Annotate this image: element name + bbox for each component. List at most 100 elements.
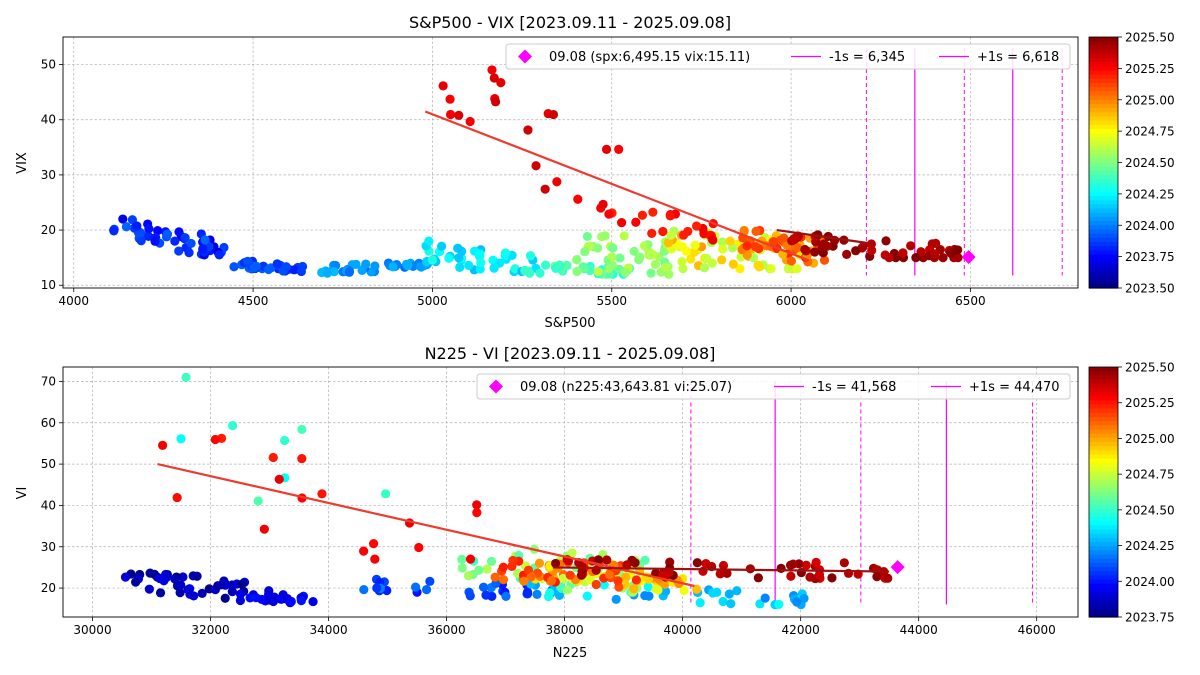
legend-current-marker <box>489 379 503 394</box>
x-axis-label: S&P500 <box>544 316 595 331</box>
colorbar-tick-label: 2024.75 <box>1125 468 1175 482</box>
data-point <box>562 260 572 270</box>
data-point <box>498 575 509 585</box>
colorbar-tick-label: 2025.50 <box>1125 31 1175 45</box>
data-point <box>522 587 533 597</box>
data-point <box>227 587 237 597</box>
data-point <box>724 589 734 599</box>
data-point <box>455 262 465 272</box>
data-point <box>658 226 668 237</box>
data-point <box>296 596 306 606</box>
data-point <box>184 248 194 258</box>
colorbar-segment <box>1089 462 1118 468</box>
colorbar-segment <box>1089 246 1118 251</box>
data-point <box>424 236 434 246</box>
data-point <box>760 593 770 603</box>
colorbar-segment <box>1089 204 1118 210</box>
data-point <box>274 474 284 484</box>
colorbar-segment <box>1089 433 1118 439</box>
colorbar-segment <box>1089 571 1118 576</box>
colorbar-segment <box>1089 141 1118 147</box>
data-point <box>786 256 797 266</box>
colorbar-segment <box>1089 517 1118 522</box>
colorbar-segment <box>1089 53 1118 59</box>
data-point <box>543 591 554 602</box>
colorbar-segment <box>1089 562 1118 568</box>
colorbar-segment <box>1089 112 1118 118</box>
data-point <box>210 434 220 445</box>
data-point <box>214 250 224 260</box>
data-point <box>819 239 829 249</box>
x-tick-label: 36000 <box>427 623 465 637</box>
data-point <box>647 228 657 239</box>
data-point <box>779 233 789 243</box>
data-point <box>591 579 601 590</box>
colorbar-segment <box>1089 587 1118 593</box>
x-tick-label: 38000 <box>546 623 584 637</box>
colorbar-segment <box>1089 408 1118 414</box>
legend-plus-label: +1s = 44,470 <box>969 380 1060 395</box>
data-point <box>735 264 745 274</box>
colorbar-tick-label: 2024.00 <box>1125 219 1175 233</box>
data-point <box>629 246 639 256</box>
data-point <box>732 586 742 596</box>
data-point <box>235 589 246 599</box>
colorbar-segment <box>1089 87 1118 92</box>
data-point <box>457 554 467 564</box>
data-point <box>243 256 253 266</box>
data-point <box>789 234 799 244</box>
legend: 09.08 (spx:6,495.15 vix:15.11) -1s = 6,34… <box>505 43 1071 70</box>
trend-line <box>157 463 695 588</box>
data-point <box>554 590 565 601</box>
data-point <box>766 264 776 274</box>
data-point <box>648 207 658 217</box>
data-point <box>883 573 893 583</box>
data-point <box>520 266 530 276</box>
data-point <box>872 572 882 582</box>
colorbar: 2023.50 2023.75 2024.00 2024.25 2024.50 2024.… <box>1088 31 1175 296</box>
legend-current-label: 09.08 (n225:43,643.81 vi:25.07) <box>520 380 732 395</box>
colorbar-tick-label: 2025.25 <box>1125 62 1175 76</box>
data-point <box>486 556 497 566</box>
colorbar-segment <box>1089 271 1118 277</box>
data-point <box>176 580 186 590</box>
data-point <box>677 242 687 252</box>
data-point <box>768 237 779 247</box>
data-point <box>523 125 533 135</box>
data-point <box>930 249 940 259</box>
data-point <box>621 572 631 582</box>
data-point <box>811 557 821 567</box>
data-point <box>783 264 794 274</box>
colorbar-segment <box>1089 604 1118 610</box>
data-point <box>525 251 536 261</box>
data-point <box>472 500 482 510</box>
data-point <box>372 583 382 593</box>
data-point <box>898 248 908 258</box>
x-tick-label: 44000 <box>900 623 938 637</box>
data-point <box>776 563 786 573</box>
data-point <box>263 264 274 275</box>
colorbar-segment <box>1089 567 1118 572</box>
data-point <box>785 560 796 570</box>
data-point <box>498 562 508 572</box>
colorbar-segment <box>1089 508 1118 514</box>
colorbar-segment <box>1089 404 1118 410</box>
y-tick-label: 20 <box>41 581 56 595</box>
data-point <box>593 243 603 253</box>
chart-panel-spx-vix: S&P500 - VIX [2023.09.11 - 2025.09.08] S… <box>15 13 1175 331</box>
data-point <box>651 584 661 594</box>
data-point <box>695 598 705 608</box>
data-point <box>150 236 160 246</box>
y-tick-label: 40 <box>41 498 56 512</box>
data-point <box>421 585 432 595</box>
data-point <box>534 558 545 568</box>
sigma-lines <box>690 381 1034 605</box>
data-point <box>414 542 424 553</box>
colorbar-segment <box>1089 400 1118 406</box>
data-point <box>297 453 307 464</box>
x-tick-label: 5500 <box>596 294 627 308</box>
colorbar-segment <box>1089 575 1118 581</box>
data-point <box>155 573 165 584</box>
data-point <box>535 268 545 278</box>
x-tick-label: 32000 <box>191 623 229 637</box>
